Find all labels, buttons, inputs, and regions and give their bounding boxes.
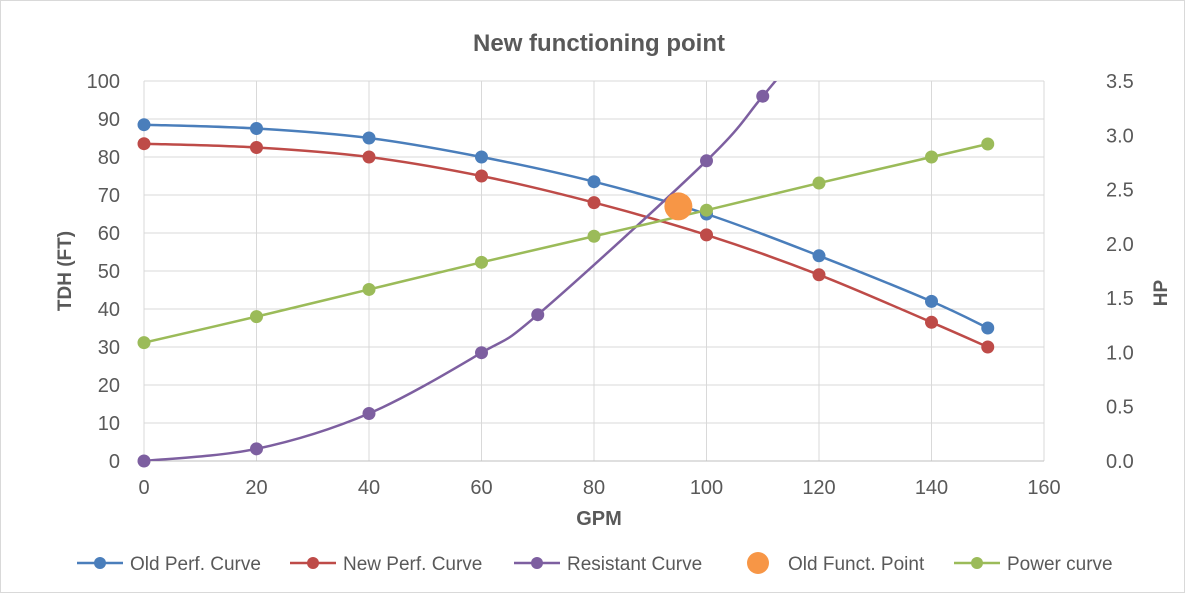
legend-power-curve-swatch-marker xyxy=(971,557,983,569)
y-tick-label: 0 xyxy=(109,451,120,473)
old-perf-curve-point xyxy=(475,150,488,164)
y-tick-label: 60 xyxy=(98,223,120,245)
legend-new-perf-curve-swatch-marker xyxy=(307,557,319,569)
y2-tick-label: 1.5 xyxy=(1106,288,1134,310)
legend-old-perf-curve-swatch-marker xyxy=(94,557,106,569)
new-perf-curve-point xyxy=(475,169,488,183)
y2-axis-label: HP xyxy=(1151,279,1172,306)
resistant-curve-point xyxy=(475,346,488,360)
y-tick-label: 30 xyxy=(98,337,120,359)
power-curve-point xyxy=(137,336,151,350)
x-tick-label: 120 xyxy=(802,477,835,499)
y2-tick-label: 3.0 xyxy=(1106,125,1134,147)
y2-tick-label: 3.5 xyxy=(1106,71,1134,93)
new-perf-curve-point xyxy=(981,340,995,354)
legend-old-funct-point-label: Old Funct. Point xyxy=(788,554,925,575)
y2-tick-label: 2.5 xyxy=(1106,180,1134,202)
legend: Old Perf. Curve New Perf. Curve Resistant … xyxy=(77,552,1113,575)
old-perf-curve-point xyxy=(981,321,995,335)
y2-tick-label: 0.5 xyxy=(1106,397,1134,419)
power-curve-point xyxy=(587,229,601,243)
new-perf-curve-point xyxy=(587,196,601,210)
power-curve-point xyxy=(362,282,376,296)
markers-layer xyxy=(137,89,995,468)
old-perf-curve-point xyxy=(362,131,376,145)
x-tick-label: 20 xyxy=(245,477,267,499)
power-curve-point xyxy=(475,255,488,269)
old-funct-point-point xyxy=(664,192,693,221)
new-perf-curve-point xyxy=(250,141,263,154)
legend-power-curve-label: Power curve xyxy=(1007,554,1113,575)
x-tick-label: 80 xyxy=(583,477,605,499)
x-axis-label: GPM xyxy=(576,508,622,530)
series-layer xyxy=(144,81,989,461)
resistant-curve-point xyxy=(531,308,545,322)
legend-old-perf-curve-label: Old Perf. Curve xyxy=(130,554,261,575)
y-tick-label: 100 xyxy=(87,71,120,93)
resistant-curve-line xyxy=(144,81,778,461)
new-perf-curve-point xyxy=(812,268,826,282)
x-tick-label: 160 xyxy=(1027,477,1060,499)
old-perf-curve-point xyxy=(250,122,263,135)
y-tick-label: 70 xyxy=(98,185,120,207)
resistant-curve-point xyxy=(756,89,770,103)
axes: 0 10 20 30 40 50 60 70 80 90 100 0 20 40 60 80 100 120 140… xyxy=(87,71,1134,499)
resistant-curve-point xyxy=(137,454,151,468)
y-tick-label: 80 xyxy=(98,147,120,169)
x-tick-label: 40 xyxy=(358,477,380,499)
y-axis-label: TDH (FT) xyxy=(55,231,76,311)
power-curve-point xyxy=(981,137,995,151)
legend-resistant-curve-label: Resistant Curve xyxy=(567,554,702,575)
x-tick-label: 100 xyxy=(690,477,723,499)
y-tick-label: 10 xyxy=(98,413,120,435)
y-tick-label: 50 xyxy=(98,261,120,283)
power-curve-point xyxy=(925,150,938,164)
x-tick-label: 140 xyxy=(915,477,948,499)
y-tick-label: 20 xyxy=(98,375,120,397)
legend-old-funct-point-swatch-marker xyxy=(747,552,769,574)
resistant-curve-point xyxy=(362,407,376,420)
y2-tick-label: 1.0 xyxy=(1106,342,1134,364)
legend-resistant-curve-swatch-marker xyxy=(531,557,543,569)
resistant-curve-point xyxy=(250,442,263,456)
gridlines xyxy=(143,80,1045,462)
y-tick-label: 90 xyxy=(98,109,120,131)
chart-title: New functioning point xyxy=(473,30,725,57)
power-curve-point xyxy=(700,203,713,217)
new-perf-curve-point xyxy=(700,228,713,242)
y2-tick-label: 0.0 xyxy=(1106,451,1134,473)
new-perf-curve-point xyxy=(925,315,938,329)
y-tick-label: 40 xyxy=(98,299,120,321)
power-curve-point xyxy=(250,310,263,324)
old-perf-curve-line xyxy=(144,123,989,330)
new-perf-curve-point xyxy=(362,150,376,164)
old-perf-curve-point xyxy=(587,175,601,189)
old-perf-curve-point xyxy=(925,294,938,308)
x-tick-label: 0 xyxy=(138,477,149,499)
power-curve-point xyxy=(812,176,826,190)
old-perf-curve-point xyxy=(137,118,151,132)
x-tick-label: 60 xyxy=(470,477,492,499)
y2-tick-label: 2.0 xyxy=(1106,234,1134,256)
resistant-curve-point xyxy=(700,154,713,168)
legend-new-perf-curve-label: New Perf. Curve xyxy=(343,554,482,575)
new-perf-curve-point xyxy=(137,137,151,151)
old-perf-curve-point xyxy=(812,249,826,263)
